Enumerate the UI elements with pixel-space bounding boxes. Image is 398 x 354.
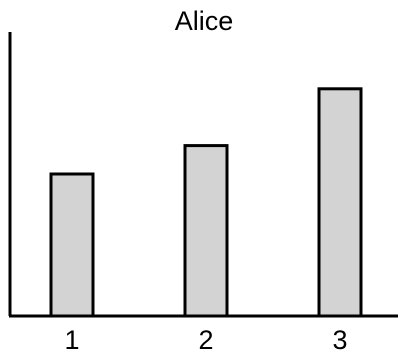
- bars-group: [49, 87, 363, 318]
- x-tick-labels: 1 2 3: [64, 325, 347, 354]
- bar-2: [183, 144, 229, 318]
- x-tick-label-1: 1: [64, 325, 79, 354]
- bar-1: [49, 172, 95, 318]
- chart-title: Alice: [175, 6, 234, 36]
- x-tick-label-3: 3: [332, 325, 347, 354]
- x-tick-label-2: 2: [198, 325, 213, 354]
- bar-3: [317, 87, 363, 318]
